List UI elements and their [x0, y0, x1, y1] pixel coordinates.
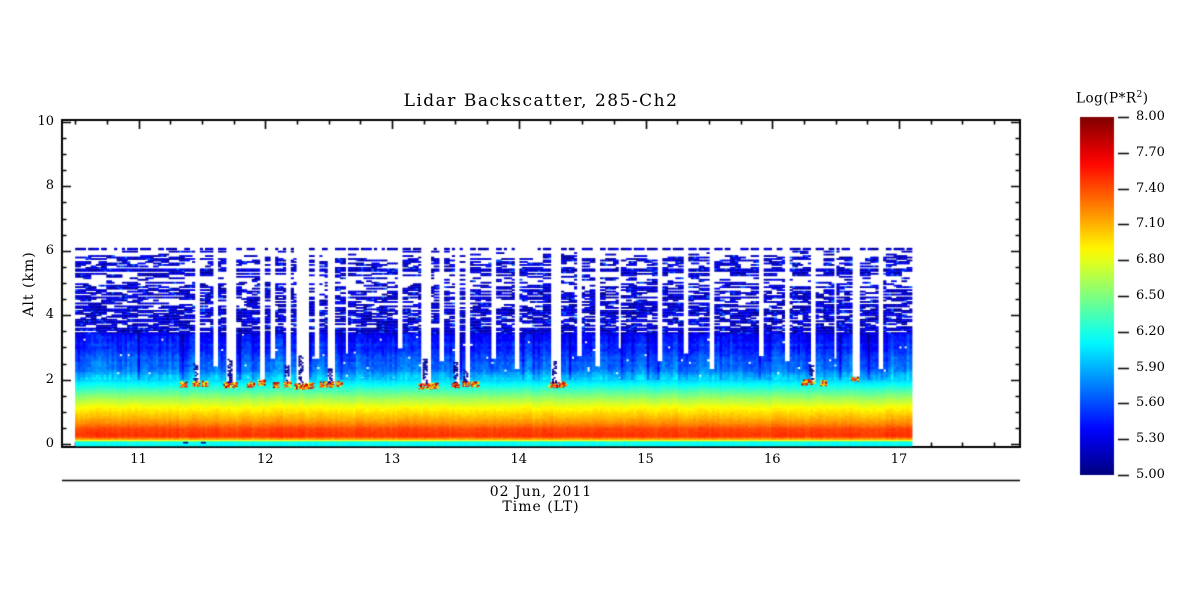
colorbar-title-pre: Log(P*R: [1076, 90, 1137, 107]
colorbar-tick-label: 7.70: [1136, 144, 1165, 160]
colorbar-tick-label: 7.40: [1136, 180, 1165, 196]
y-axis-tick-label: 6: [45, 242, 54, 258]
colorbar-title-post: ): [1142, 90, 1149, 107]
x-axis-tick-label: 16: [763, 452, 781, 467]
x-axis-date-label: 02 Jun, 2011: [489, 484, 593, 500]
colorbar-tick-label: 7.10: [1136, 216, 1165, 232]
colorbar-title-sup: 2: [1136, 90, 1143, 100]
y-axis-tick-label: 2: [45, 371, 54, 387]
x-axis-tick-label: 11: [130, 452, 147, 467]
x-axis-tick-label: 12: [256, 452, 274, 467]
colorbar-tick-label: 6.50: [1136, 288, 1165, 303]
colorbar-tick-label: 5.00: [1136, 467, 1165, 482]
x-axis-tick-label: 15: [637, 452, 654, 467]
y-axis-tick-label: 0: [45, 436, 54, 451]
y-axis-tick-label: 8: [45, 178, 54, 194]
plot-title: Lidar Backscatter, 285-Ch2: [403, 91, 679, 111]
colorbar-tick-label: 5.90: [1136, 359, 1165, 375]
colorbar-title: Log(P*R2): [1076, 90, 1149, 107]
x-axis-tick-label: 17: [890, 452, 908, 467]
y-axis-tick-label: 4: [45, 307, 54, 323]
colorbar-tick-label: 6.80: [1136, 252, 1165, 268]
x-axis-tick-label: 13: [383, 452, 401, 467]
y-axis-tick-label: 10: [37, 114, 54, 129]
colorbar-tick-label: 5.30: [1136, 431, 1165, 447]
x-axis-tick-label: 14: [510, 452, 528, 467]
colorbar-tick-label: 6.20: [1136, 323, 1165, 339]
x-axis-title: Time (LT): [502, 499, 580, 515]
colorbar-tick-label: 8.00: [1136, 109, 1165, 124]
colorbar-tick-label: 5.60: [1136, 395, 1165, 411]
